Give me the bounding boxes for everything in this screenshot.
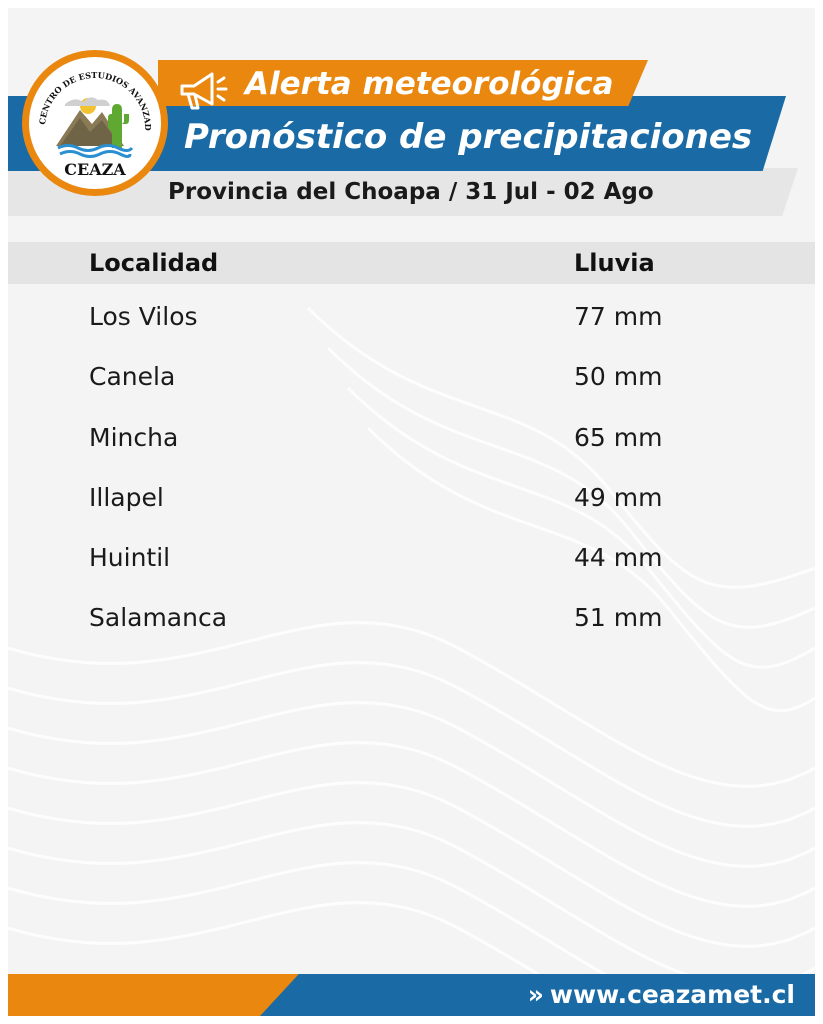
megaphone-icon — [180, 72, 228, 110]
forecast-card: Alerta meteorológica Pronóstico de preci… — [8, 8, 815, 1016]
footer-orange-band — [8, 974, 308, 1016]
rain-cell: 51 mm — [574, 603, 663, 633]
footer-link[interactable]: » www.ceazamet.cl — [528, 974, 795, 1016]
rain-cell: 50 mm — [574, 362, 663, 392]
footer-blue-band — [260, 974, 815, 1016]
locality-cell: Salamanca — [89, 603, 228, 633]
rain-cell: 77 mm — [574, 302, 663, 331]
table-row: Mincha 65 mm — [8, 413, 815, 473]
locality-cell: Canela — [89, 362, 176, 392]
rain-cell: 49 mm — [574, 482, 663, 512]
locality-column-header: Localidad — [89, 249, 219, 277]
table-header: Localidad Lluvia — [8, 242, 815, 284]
page-title: Pronóstico de precipitaciones — [184, 117, 753, 157]
table-row: Salamanca 51 mm — [8, 593, 815, 653]
locality-cell: Mincha — [89, 422, 179, 452]
alert-label: Alerta meteorológica — [245, 66, 614, 102]
page-subtitle: Provincia del Choapa / 31 Jul - 02 Ago — [168, 179, 654, 205]
locality-cell: Illapel — [89, 482, 164, 512]
rain-cell: 44 mm — [574, 543, 663, 573]
locality-cell: Los Vilos — [89, 302, 198, 331]
table-row: Canela 50 mm — [8, 352, 815, 412]
rain-column-header: Lluvia — [574, 249, 655, 277]
logo-name: CEAZA — [64, 160, 126, 179]
forecast-table-body: Los Vilos 77 mm Canela 50 mm Mincha 65 m… — [8, 292, 815, 654]
table-row: Huintil 44 mm — [8, 533, 815, 593]
locality-cell: Huintil — [89, 543, 171, 573]
table-row: Los Vilos 77 mm — [8, 292, 815, 352]
rain-cell: 65 mm — [574, 422, 663, 452]
footer-url: www.ceazamet.cl — [549, 980, 795, 1009]
chevron-right-icon: » — [527, 980, 544, 1009]
ceaza-logo: CENTRO DE ESTUDIOS AVANZADOS EN ZONAS ÁR… — [20, 48, 168, 196]
table-row: Illapel 49 mm — [8, 473, 815, 533]
alert-band — [158, 60, 648, 106]
wave-background — [8, 306, 815, 1016]
